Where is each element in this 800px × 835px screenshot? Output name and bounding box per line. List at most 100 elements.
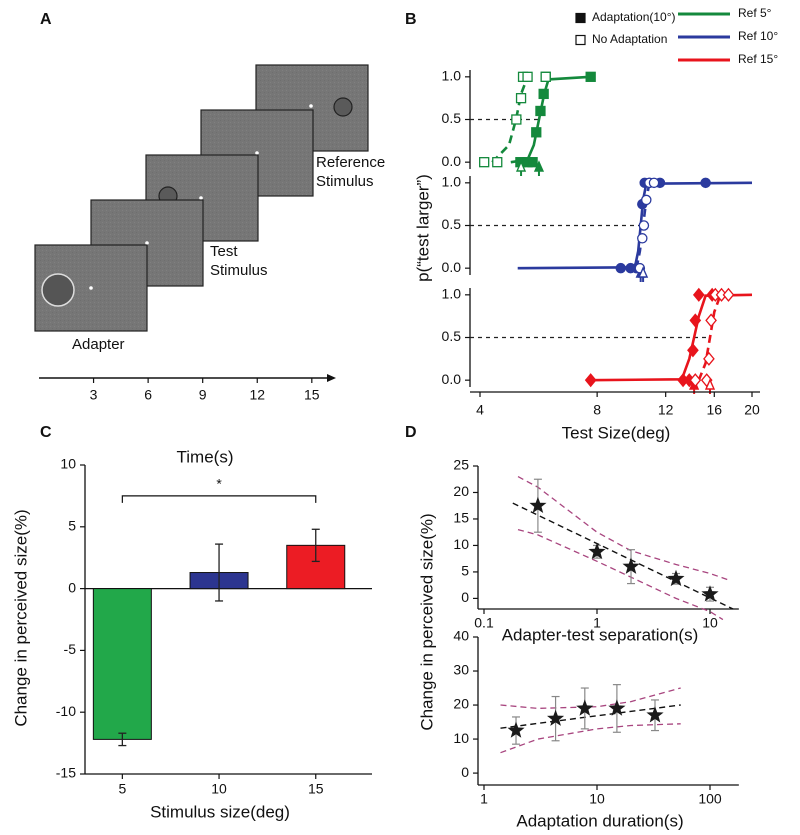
x-tick-label: 10 [211,781,227,797]
y-tick-label: 10 [453,536,469,552]
data-point [701,585,719,602]
x-tick-label: 15 [304,387,320,403]
fixation [89,286,93,290]
panel-label: D [405,424,417,441]
data-point [667,569,685,587]
bar [92,588,152,740]
fit-curve [697,294,722,381]
data-point [722,287,735,302]
x-tick-label: 3 [90,387,98,403]
data-point [507,721,525,738]
y-tick-label: 0.0 [442,371,462,387]
data-point [638,220,650,231]
x-tick-label: 20 [744,402,760,418]
y-tick-label: 0.0 [442,153,462,169]
data-point [689,373,702,388]
y-tick-label: 10 [60,456,76,472]
adapter-circle [41,273,75,307]
test-label: Stimulus [210,262,268,279]
fit-line [512,502,734,610]
x-tick-label: 5 [118,781,126,797]
x-tick-label: 10 [702,615,718,631]
significance-label: * [216,476,222,492]
x-tick-label: 6 [144,387,152,403]
data-point [687,343,699,358]
y-tick-label: -5 [64,641,77,657]
y-tick-label: 0.5 [442,328,462,344]
panel-label: B [405,11,417,28]
y-tick-label: 20 [453,483,469,499]
y-tick-label: 25 [453,457,469,473]
data-point [641,194,652,206]
x-tick-label: 8 [593,402,601,418]
legend-label: Ref 15° [738,52,778,66]
y-axis-label: Change in perceived size(%) [417,513,436,730]
data-point [692,287,705,302]
data-point [705,313,717,328]
data-point [511,114,522,125]
data-point [703,351,715,366]
fixation [309,104,313,108]
x-tick-label: 12 [249,387,265,403]
x-tick-label: 1 [593,615,601,631]
y-tick-label: 0.5 [442,216,462,232]
legend-marker [575,34,586,46]
x-tick-label: 15 [308,781,324,797]
panel-label: C [40,424,52,441]
data-point [479,157,490,168]
test-label: Test [210,243,238,260]
reference-circle [333,97,353,117]
y-tick-label: 30 [453,662,469,678]
confidence-band [500,687,681,710]
fit-curve [491,76,529,164]
y-tick-label: -10 [56,703,76,719]
legend-label: Adaptation(10°) [592,10,676,24]
y-tick-label: 0 [68,579,76,595]
x-axis-label: Test Size(deg) [562,423,671,442]
y-tick-label: 0 [461,764,469,780]
x-tick-label: 100 [698,791,722,807]
y-axis-label: Change in perceived size(%) [11,509,30,726]
y-tick-label: 40 [453,628,469,644]
data-point [535,105,546,117]
y-tick-label: 5 [461,563,469,579]
data-point [700,177,711,189]
data-point [588,542,606,560]
panel-label: A [40,11,52,28]
x-tick-label: 0.1 [474,615,494,631]
x-tick-label: 10 [589,791,605,807]
data-point [584,373,597,388]
x-tick-label: 9 [199,387,207,403]
data-point [689,313,702,328]
legend-label: Ref 5° [738,6,772,20]
stimulus-sequence [34,64,369,332]
data-point [522,71,533,82]
y-tick-label: 10 [453,730,469,746]
significance-bracket [121,495,317,503]
axis-arrow [327,374,336,382]
y-axis-label: p(“test larger”) [413,174,432,282]
fixation [145,241,149,245]
data-point [492,157,503,168]
data-point [585,71,596,82]
data-point [608,699,626,716]
x-tick-label: 1 [480,791,488,807]
reference-label: Stimulus [316,173,374,190]
y-tick-label: 0.0 [442,259,462,275]
data-point [615,262,627,274]
adapter-label: Adapter [72,336,125,353]
data-point [648,177,660,189]
y-tick-label: 0.5 [442,110,462,126]
y-tick-label: 15 [453,510,469,526]
y-tick-label: 1.0 [442,174,462,190]
reference-label: Reference [316,154,385,171]
y-tick-label: 5 [68,518,76,534]
data-point [538,88,549,100]
legend-label: Ref 10° [738,29,778,43]
y-tick-label: 0 [461,589,469,605]
data-point [527,157,538,168]
legend-marker [575,12,586,24]
data-point [576,699,594,716]
x-tick-label: 4 [476,402,484,418]
